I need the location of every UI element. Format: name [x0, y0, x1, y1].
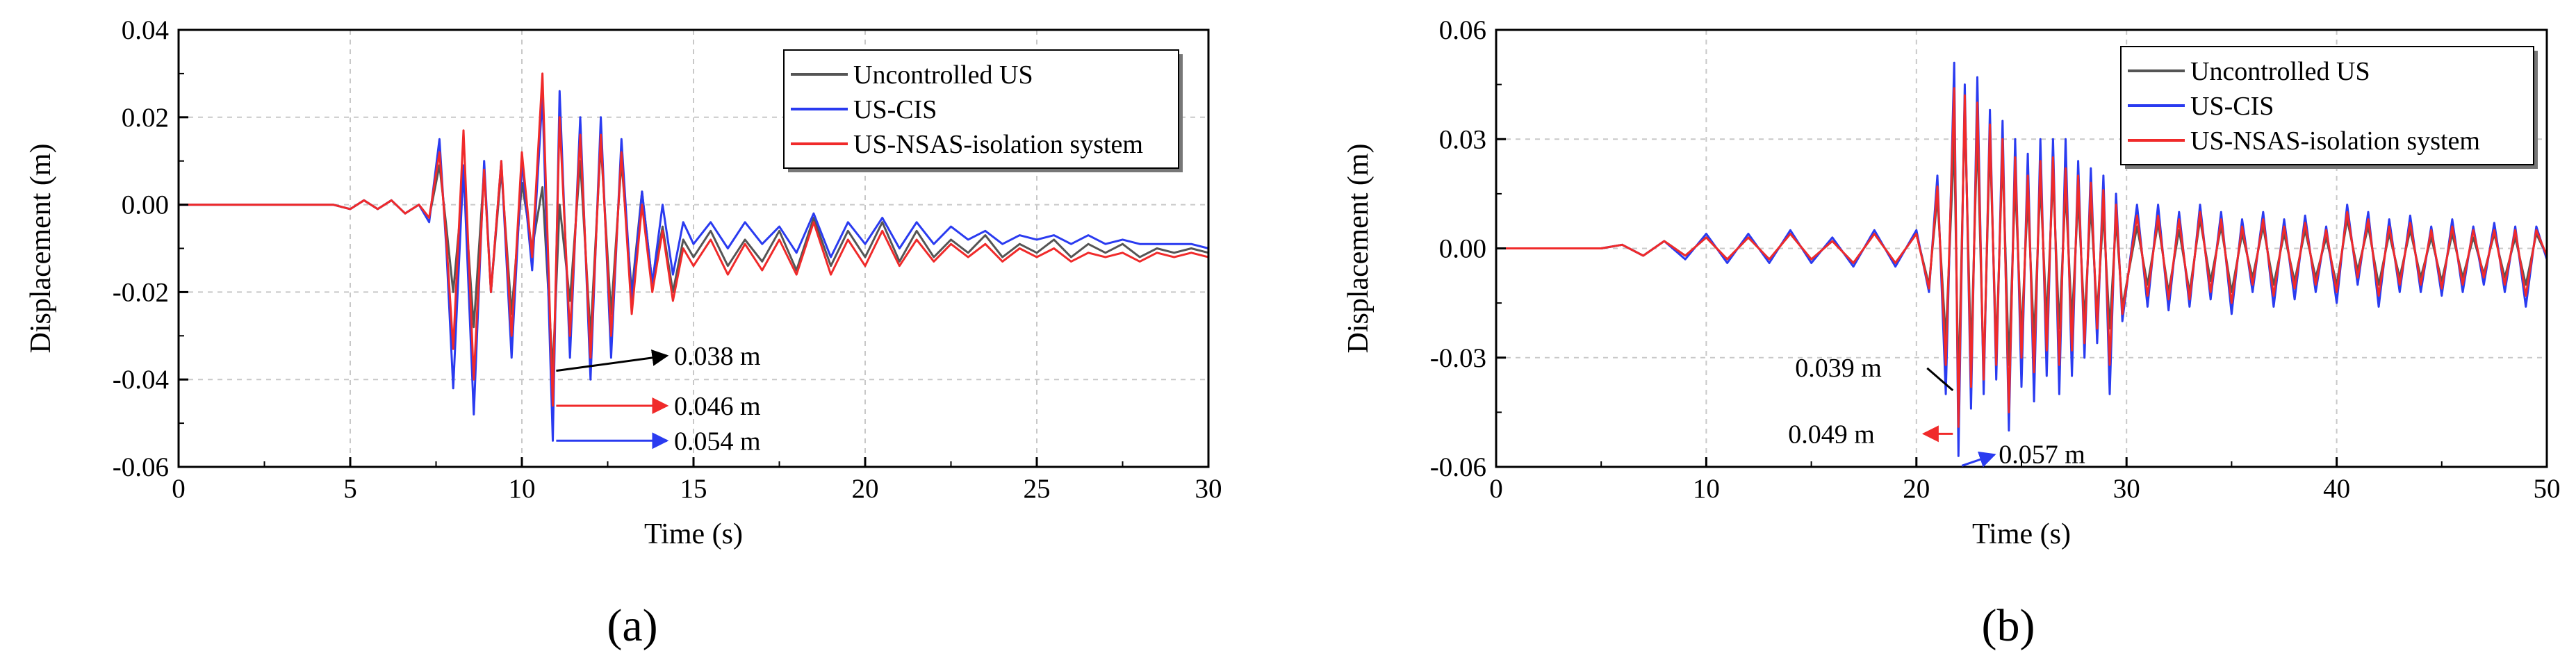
x-tick-label: 5	[343, 474, 357, 504]
y-tick-label: 0.00	[1439, 234, 1486, 264]
x-tick-label: 25	[1024, 474, 1051, 504]
legend: Uncontrolled US US-CIS US-NSAS-isolation s…	[2120, 46, 2538, 169]
panel-label: (b)	[1982, 600, 2035, 651]
series-line-us-cis	[179, 90, 1209, 442]
x-tick-label: 30	[2113, 474, 2140, 504]
panel-b: 0 10 20 30 40 50 -0.06 -0.03 0.00 0.03 0.06 Time (s…	[1343, 15, 2561, 651]
annotation-label: 0.038 m	[674, 342, 761, 371]
x-tick-label: 0	[1489, 474, 1503, 504]
y-tick-label: 0.06	[1439, 15, 1486, 45]
y-axis-title: Displacement (m)	[25, 143, 57, 353]
annotation-label: 0.039 m	[1795, 354, 1882, 383]
x-tick-label: 30	[1195, 474, 1222, 504]
y-tick-label: -0.02	[113, 277, 169, 307]
y-tick-label: -0.03	[1430, 343, 1486, 373]
y-tick-label: 0.04	[122, 15, 169, 45]
x-tick-label: 10	[1693, 474, 1720, 504]
legend: Uncontrolled US US-CIS US-NSAS-isolation s…	[783, 49, 1183, 172]
annotation-label: 0.046 m	[674, 392, 761, 421]
y-axis-title: Displacement (m)	[1343, 143, 1375, 353]
x-tick-label: 50	[2534, 474, 2561, 504]
annotation-label: 0.054 m	[674, 427, 761, 456]
x-tick-label: 15	[680, 474, 707, 504]
series-line-us-nsas-isolation-system	[1496, 87, 2548, 428]
series-line-us-nsas-isolation-system	[179, 72, 1209, 407]
legend-label-us-cis: US-CIS	[2190, 92, 2274, 121]
x-tick-label: 0	[172, 474, 186, 504]
legend-label-us-nsas-isolation-system: US-NSAS-isolation system	[853, 130, 1143, 159]
annotation-arrow	[1961, 451, 1996, 468]
x-axis-title: Time (s)	[1972, 518, 2071, 550]
legend-label-uncontrolled-us: Uncontrolled US	[853, 60, 1033, 90]
y-tick-label: -0.06	[113, 452, 169, 482]
legend-box	[783, 49, 1179, 169]
legend-label-us-cis: US-CIS	[853, 95, 937, 124]
x-tick-label: 20	[1903, 474, 1930, 504]
legend-label-uncontrolled-us: Uncontrolled US	[2190, 57, 2370, 86]
x-tick-label: 20	[852, 474, 879, 504]
panel-a: 0 5 10 15 20 25 30 -0.06 -0.04 -0.02 0.00 0.02 0.04 T…	[25, 15, 1222, 651]
legend-label-us-nsas-isolation-system: US-NSAS-isolation system	[2190, 126, 2480, 156]
annotation-arrow	[1926, 367, 1954, 392]
y-tick-label: 0.00	[122, 190, 169, 220]
panel-label: (a)	[607, 600, 657, 651]
annotation-arrow	[556, 349, 669, 372]
x-tick-label: 10	[509, 474, 536, 504]
x-axis-title: Time (s)	[644, 518, 743, 550]
x-tick-label: 40	[2323, 474, 2350, 504]
y-tick-label: -0.06	[1430, 452, 1486, 482]
annotation-label: 0.049 m	[1788, 420, 1875, 449]
y-tick-label: 0.02	[122, 103, 169, 133]
legend-box	[2120, 46, 2534, 165]
y-tick-label: -0.04	[113, 365, 169, 395]
y-tick-label: 0.03	[1439, 124, 1486, 154]
annotation-label: 0.057 m	[1999, 440, 2085, 469]
